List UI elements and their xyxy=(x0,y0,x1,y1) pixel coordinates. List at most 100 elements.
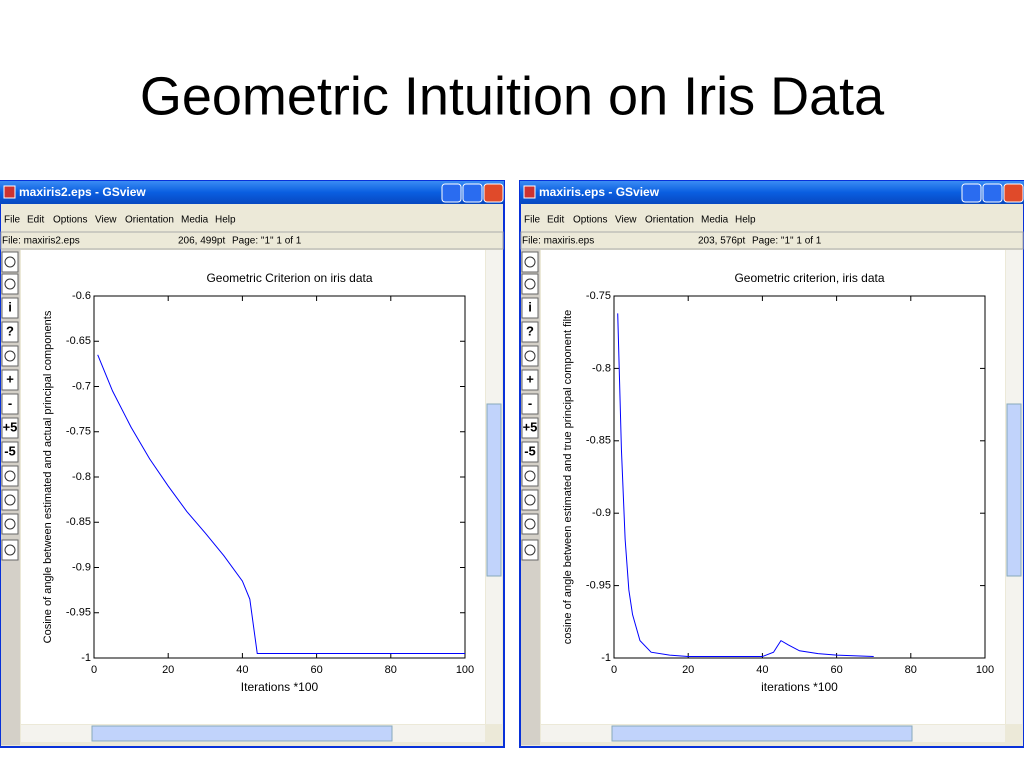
tool-label: - xyxy=(528,395,532,410)
menu-item[interactable]: Options xyxy=(573,215,607,226)
menu-item[interactable]: Help xyxy=(735,215,756,226)
y-tick-label: -0.75 xyxy=(66,426,91,438)
y-tick-label: -0.8 xyxy=(72,471,91,483)
menu-item[interactable]: View xyxy=(615,215,637,226)
v-scroll-thumb[interactable] xyxy=(1006,403,1022,577)
tool-button[interactable] xyxy=(1,441,19,463)
menu-item[interactable]: Orientation xyxy=(645,215,694,226)
tool-button[interactable] xyxy=(1,251,19,273)
x-tick-label: 60 xyxy=(830,664,842,676)
tool-label: ? xyxy=(526,323,534,338)
tool-button[interactable] xyxy=(521,297,539,319)
menu-item[interactable]: Edit xyxy=(547,215,564,226)
tool-button[interactable] xyxy=(521,321,539,343)
tool-button[interactable] xyxy=(521,417,539,439)
tool-label: ? xyxy=(6,323,14,338)
tool-button[interactable] xyxy=(521,513,539,535)
tool-icon xyxy=(4,278,16,290)
tool-button[interactable] xyxy=(521,539,539,561)
tool-button[interactable] xyxy=(1,489,19,511)
menu-item[interactable]: Options xyxy=(53,215,87,226)
menu-bar xyxy=(1,210,503,230)
tool-button[interactable] xyxy=(1,273,19,295)
v-scroll-thumb[interactable] xyxy=(486,403,502,577)
tool-button[interactable] xyxy=(521,369,539,391)
tool-button[interactable] xyxy=(521,251,539,273)
x-tick-label: 40 xyxy=(236,664,248,676)
menu-item[interactable]: Edit xyxy=(27,215,44,226)
tool-button[interactable] xyxy=(1,345,19,367)
status-file: File: maxiris2.eps xyxy=(2,236,80,247)
y-tick-label: -0.95 xyxy=(586,580,611,592)
title-bar xyxy=(520,181,1024,204)
tool-label: +5 xyxy=(523,419,538,434)
tool-button[interactable] xyxy=(521,393,539,415)
tool-button[interactable] xyxy=(1,465,19,487)
x-tick-label: 80 xyxy=(385,664,397,676)
maximize-button[interactable] xyxy=(462,183,483,203)
h-scroll-thumb[interactable] xyxy=(91,725,393,742)
menu-item[interactable]: File xyxy=(4,215,21,226)
tool-icon xyxy=(4,544,16,556)
y-tick-label: -0.6 xyxy=(72,290,91,302)
y-tick-label: -0.75 xyxy=(586,290,611,302)
tool-icon xyxy=(524,278,536,290)
tool-button[interactable] xyxy=(521,489,539,511)
tool-icon xyxy=(524,518,536,530)
tool-button[interactable] xyxy=(1,321,19,343)
tool-button[interactable] xyxy=(521,465,539,487)
x-tick-label: 20 xyxy=(162,664,174,676)
y-tick-label: -1 xyxy=(601,652,611,664)
x-tick-label: 20 xyxy=(682,664,694,676)
menu-item[interactable]: Media xyxy=(181,215,209,226)
document-area xyxy=(21,250,485,724)
chart-title: Geometric Criterion on iris data xyxy=(206,271,372,285)
minimize-button[interactable] xyxy=(441,183,462,203)
data-line xyxy=(617,313,874,658)
maximize-button[interactable] xyxy=(982,183,1003,203)
menu-item[interactable]: Media xyxy=(701,215,729,226)
tool-button[interactable] xyxy=(1,393,19,415)
tool-button[interactable] xyxy=(521,273,539,295)
minimize-button[interactable] xyxy=(961,183,982,203)
tool-icon xyxy=(524,256,536,268)
tool-icon xyxy=(4,256,16,268)
tool-button[interactable] xyxy=(1,539,19,561)
y-tick-label: -0.85 xyxy=(66,516,91,528)
menu-item[interactable]: Orientation xyxy=(125,215,174,226)
close-button[interactable] xyxy=(1003,183,1024,203)
x-tick-label: 100 xyxy=(456,664,474,676)
h-scroll-thumb[interactable] xyxy=(611,725,913,742)
tool-label: - xyxy=(8,395,12,410)
title-bar xyxy=(0,181,504,204)
tool-button[interactable] xyxy=(1,417,19,439)
x-tick-label: 60 xyxy=(310,664,322,676)
x-tick-label: 0 xyxy=(611,664,617,676)
tool-button[interactable] xyxy=(1,297,19,319)
tool-icon xyxy=(524,470,536,482)
menu-item[interactable]: File xyxy=(524,215,541,226)
plot-frame xyxy=(613,295,986,659)
tool-label: i xyxy=(528,299,532,314)
y-axis-label: Cosine of angle between estimated and ac… xyxy=(42,310,54,643)
menu-item[interactable]: Help xyxy=(215,215,236,226)
tool-icon xyxy=(4,470,16,482)
slide-title: Geometric Intuition on Iris Data xyxy=(140,66,885,126)
tool-button[interactable] xyxy=(521,345,539,367)
tool-label: + xyxy=(6,371,14,386)
tool-icon xyxy=(524,544,536,556)
tool-label: + xyxy=(526,371,534,386)
x-axis-label: Iterations *100 xyxy=(241,680,319,694)
close-button[interactable] xyxy=(483,183,504,203)
tool-button[interactable] xyxy=(521,441,539,463)
y-axis-label: cosine of angle between estimated and tr… xyxy=(562,310,574,645)
y-tick-label: -0.65 xyxy=(66,335,91,347)
status-coords: 203, 576pt xyxy=(698,236,745,247)
tool-button[interactable] xyxy=(1,369,19,391)
window-title: maxiris2.eps - GSview xyxy=(19,185,146,199)
tool-button[interactable] xyxy=(1,513,19,535)
menu-item[interactable]: View xyxy=(95,215,117,226)
status-coords: 206, 499pt xyxy=(178,236,225,247)
status-bar xyxy=(520,231,1024,250)
